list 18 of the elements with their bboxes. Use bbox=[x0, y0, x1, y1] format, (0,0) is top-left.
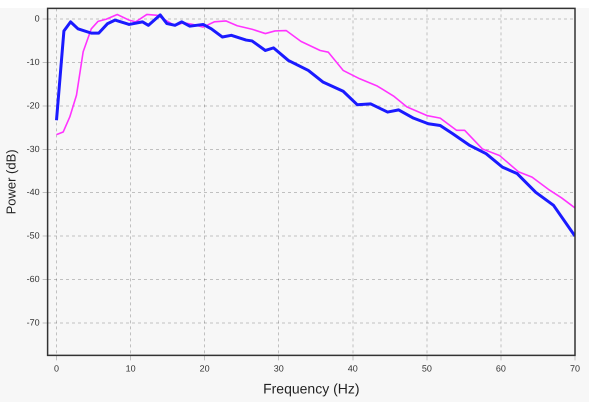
x-tick-label: 60 bbox=[496, 363, 506, 374]
y-tick-label: -10 bbox=[26, 57, 40, 68]
y-tick-label: -30 bbox=[26, 144, 40, 154]
y-tick-label: -40 bbox=[26, 187, 40, 198]
y-tick-label: -50 bbox=[26, 230, 40, 241]
y-tick-label: -20 bbox=[26, 100, 40, 110]
y-tick-label: 0 bbox=[34, 14, 40, 24]
y-tick-label: -60 bbox=[26, 274, 40, 284]
x-axis-title: Frequency (Hz) bbox=[263, 380, 360, 396]
y-axis-title: Power (dB) bbox=[3, 149, 18, 214]
x-tick-label: 50 bbox=[422, 363, 432, 374]
x-tick-label: 10 bbox=[126, 363, 136, 374]
x-tick-label: 30 bbox=[274, 363, 284, 374]
x-tick-label: 0 bbox=[54, 363, 60, 374]
x-tick-label: 40 bbox=[348, 363, 358, 374]
x-tick-label: 20 bbox=[200, 363, 210, 374]
x-tick-label: 70 bbox=[570, 363, 580, 374]
y-tick-label: -70 bbox=[26, 317, 40, 328]
